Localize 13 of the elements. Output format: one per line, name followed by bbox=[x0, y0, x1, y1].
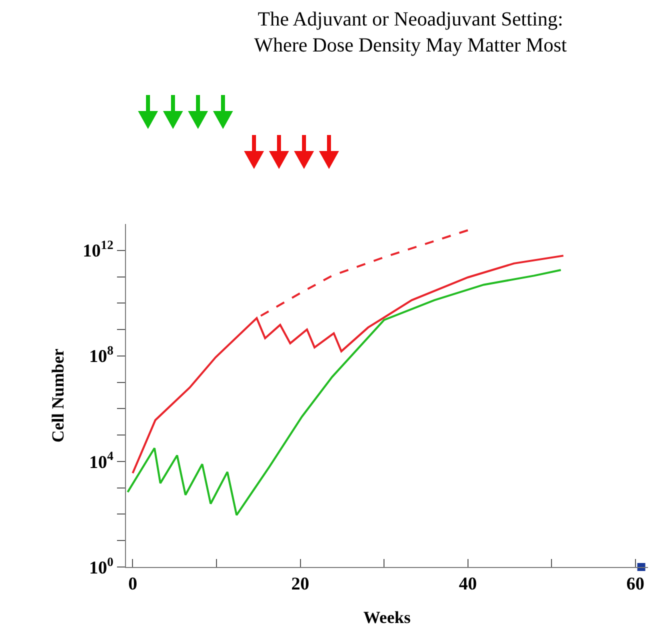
y-tick-label: 10$^{12}$ bbox=[82, 238, 114, 261]
x-tick-label: 20 bbox=[291, 574, 310, 594]
line-series bbox=[132, 254, 564, 474]
y-tick-label: 10$^{4}$ bbox=[89, 449, 114, 472]
y-axis-title: Cell Number bbox=[48, 348, 68, 442]
chart-title: The Adjuvant or Neoadjuvant Setting: Where Dose Density May Matter Most bbox=[254, 8, 568, 56]
x-tick-label: 60 bbox=[626, 574, 644, 594]
y-tick-label: 10$^{0}$ bbox=[89, 554, 114, 578]
x-tick-label: 0 bbox=[128, 574, 138, 594]
y-tick-label: 10$^{8}$ bbox=[89, 344, 114, 366]
x-axis-title: Weeks bbox=[363, 608, 411, 627]
line-series bbox=[126, 269, 562, 516]
x-tick-label: 40 bbox=[458, 574, 477, 594]
